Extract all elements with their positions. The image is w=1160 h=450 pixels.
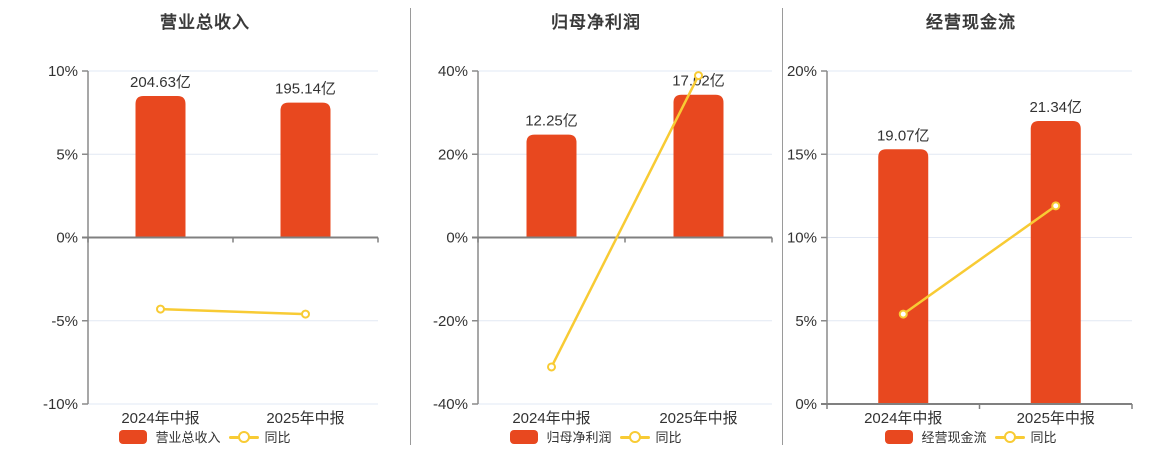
cash-flow-chart-title: 经营现金流 [926, 13, 1016, 32]
svg-text:20%: 20% [787, 63, 817, 80]
yoy-line-legend-icon [619, 430, 650, 444]
svg-text:10%: 10% [787, 230, 817, 247]
svg-text:204.63亿: 204.63亿 [130, 74, 191, 91]
cash-flow-bar-legend-label: 经营现金流 [921, 430, 987, 445]
svg-text:15%: 15% [787, 146, 817, 163]
yoy-line-legend-icon [228, 430, 259, 444]
yoy-legend-label: 同比 [655, 430, 682, 445]
revenue-plot: 10% 5% 0% -5% -10% 204.63亿 195.14亿 2024年中报 2025年… [43, 63, 379, 427]
svg-text:2025年中报: 2025年中报 [659, 410, 737, 427]
svg-text:-40%: -40% [433, 396, 468, 413]
svg-text:2024年中报: 2024年中报 [121, 410, 199, 427]
yoy-legend-label: 同比 [264, 430, 291, 445]
revenue-legend: 营业总收入 同比 [0, 427, 410, 446]
cash-flow-bar-legend-swatch [885, 429, 914, 444]
cash-flow-plot: 20% 15% 10% 5% 0% 19.07亿 21.34亿 2024年中报 2025年中报 [787, 63, 1133, 427]
svg-text:19.07亿: 19.07亿 [877, 127, 930, 144]
svg-text:2025年中报: 2025年中报 [266, 410, 344, 427]
svg-text:17.02亿: 17.02亿 [672, 73, 725, 90]
net-profit-chart-title: 归母净利润 [551, 13, 641, 32]
panel-divider [782, 8, 783, 445]
revenue-bar-legend-swatch [119, 429, 148, 444]
revenue-bar-legend-label: 营业总收入 [155, 430, 221, 445]
panel-divider [410, 8, 411, 445]
svg-text:2024年中报: 2024年中报 [512, 410, 590, 427]
yoy-legend-label: 同比 [1030, 430, 1057, 445]
svg-text:-5%: -5% [51, 313, 78, 330]
svg-text:10%: 10% [48, 63, 78, 80]
svg-text:2024年中报: 2024年中报 [864, 410, 942, 427]
panel-cash-flow: 经营现金流 20% 15% 10% 5% 0% 19.07亿 21.34亿 2024年中报 20… [782, 0, 1160, 450]
net-profit-legend: 归母净利润 同比 [410, 427, 782, 446]
svg-text:40%: 40% [438, 63, 468, 80]
revenue-chart-title: 营业总收入 [160, 13, 250, 32]
yoy-line-legend-icon [994, 430, 1025, 444]
svg-text:2025年中报: 2025年中报 [1017, 410, 1095, 427]
svg-text:5%: 5% [795, 313, 817, 330]
panel-net-profit: 归母净利润 40% 20% 0% -20% -40% 12.25亿 17.02亿 2024年中… [410, 0, 782, 450]
cash-flow-legend: 经营现金流 同比 [782, 427, 1160, 446]
panel-revenue: 营业总收入 10% 5% 0% -5% -10% 204.63亿 195.14亿 2024年中… [0, 0, 410, 450]
svg-text:21.34亿: 21.34亿 [1029, 99, 1082, 116]
svg-text:0%: 0% [56, 230, 78, 247]
svg-text:-20%: -20% [433, 313, 468, 330]
svg-text:5%: 5% [56, 146, 78, 163]
svg-text:12.25亿: 12.25亿 [525, 113, 578, 130]
svg-text:-10%: -10% [43, 396, 78, 413]
svg-text:195.14亿: 195.14亿 [275, 81, 336, 98]
net-profit-bar-legend-label: 归母净利润 [546, 430, 612, 445]
svg-text:0%: 0% [446, 230, 468, 247]
svg-text:20%: 20% [438, 146, 468, 163]
svg-text:0%: 0% [795, 396, 817, 413]
net-profit-bar-legend-swatch [510, 429, 539, 444]
net-profit-plot: 40% 20% 0% -20% -40% 12.25亿 17.02亿 2024年中报 2025年… [433, 63, 773, 427]
